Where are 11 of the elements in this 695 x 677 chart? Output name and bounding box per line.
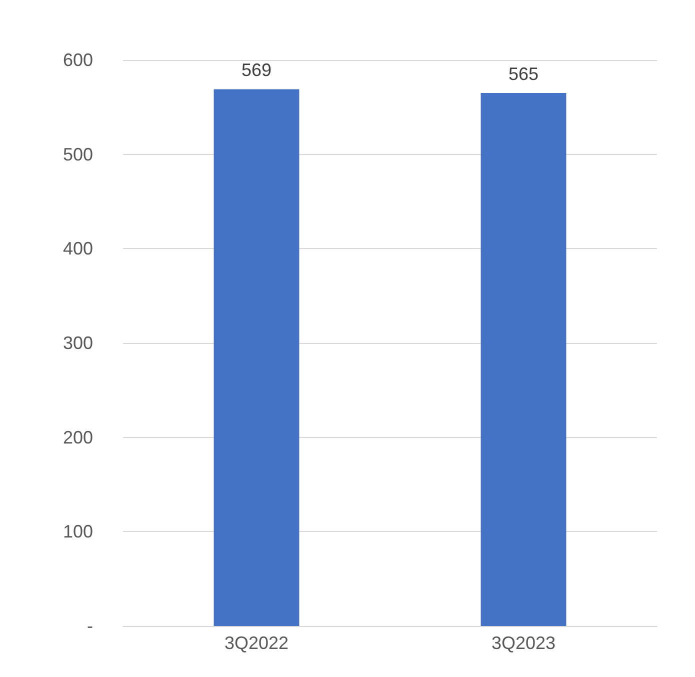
y-tick-label: 400 (62, 238, 93, 259)
y-tick-label: 200 (62, 427, 93, 448)
y-tick-label: 300 (62, 333, 93, 353)
y-tick-label: - (87, 616, 93, 636)
x-tick-label: 3Q2023 (491, 633, 556, 653)
data-label: 565 (508, 64, 539, 84)
data-label: 569 (241, 60, 272, 80)
y-tick-label: 500 (62, 144, 93, 164)
y-tick-label: 100 (62, 522, 93, 542)
x-tick-label: 3Q2022 (224, 633, 289, 653)
y-tick-label: 600 (62, 50, 93, 70)
